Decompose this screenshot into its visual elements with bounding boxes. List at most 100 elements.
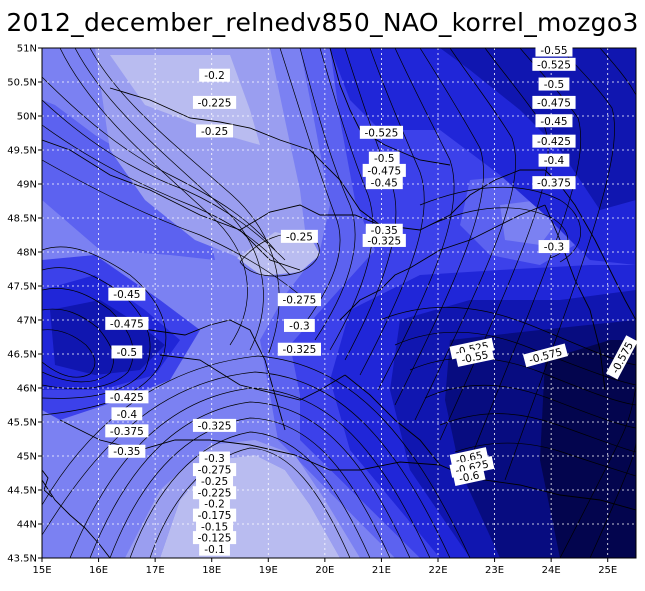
- contour-label-box: [359, 125, 404, 139]
- contour-label-text: -0.475: [537, 97, 571, 109]
- x-tick-label: 25E: [598, 565, 617, 576]
- contour-label-text: -0.25: [286, 231, 313, 243]
- contour-label: -0.475: [105, 316, 149, 330]
- contour-label-box: [277, 293, 321, 307]
- contour-label-box: [111, 345, 143, 359]
- y-tick-label: 45N: [17, 452, 37, 463]
- contour-label-box: [538, 240, 570, 254]
- contour-label-box: [365, 223, 403, 237]
- contour-line: [439, 48, 549, 441]
- contour-line: [89, 401, 411, 558]
- contour-label-text: -0.3: [289, 320, 310, 332]
- x-tick-label: 23E: [485, 565, 504, 576]
- border-slovak-hungary: [239, 204, 381, 231]
- contour-line: [42, 159, 301, 296]
- contour-label-text: -0.525: [537, 59, 571, 71]
- contour-label-text: -0.425: [537, 136, 571, 148]
- contour-label-box: [192, 531, 237, 545]
- contour-line: [42, 329, 96, 378]
- contour-line: [504, 48, 615, 481]
- contour-label-text: -0.325: [282, 344, 316, 356]
- contour-label: -0.15: [196, 520, 234, 534]
- contour-label-box: [105, 316, 149, 330]
- contour-label-box: [192, 508, 237, 522]
- contour-label-box: [284, 318, 315, 332]
- contour-label-box: [538, 77, 570, 91]
- contour-label: -0.45: [365, 176, 403, 190]
- x-tick-label: 15E: [32, 565, 51, 576]
- contour-label-box: [532, 176, 576, 190]
- contour-label: -0.175: [192, 508, 237, 522]
- contour-label-box: [532, 57, 576, 71]
- contour-label-text: -0.375: [110, 426, 144, 438]
- contour-line: [424, 384, 636, 429]
- river-danube-north: [119, 319, 286, 431]
- contour-label: -0.375: [105, 424, 149, 438]
- contour-line: [414, 48, 516, 421]
- contour-label-text: -0.45: [540, 116, 567, 128]
- contour-label: -0.1: [199, 542, 230, 556]
- contour-label: -0.5: [538, 77, 570, 91]
- coastline-adriatic: [42, 479, 111, 558]
- contour-label: -0.25: [280, 229, 318, 243]
- contour-label-text: -0.275: [282, 295, 316, 307]
- contour-label-box: [192, 418, 237, 432]
- contour-label: -0.2: [199, 497, 230, 511]
- border-hungary-serbia: [159, 354, 346, 401]
- contour-label-text: -0.475: [110, 318, 144, 330]
- contour-line: [42, 355, 471, 558]
- contour-label: -0.325: [277, 342, 321, 356]
- contour-label-text: -0.225: [198, 488, 232, 500]
- contour-label-text: -0.5: [544, 79, 565, 91]
- contour-label-text: -0.3: [544, 242, 565, 254]
- contour-line: [239, 233, 320, 277]
- border-serbia-romania: [344, 374, 441, 466]
- contour-label-text: -0.6: [458, 469, 481, 485]
- contour-label: -0.325: [192, 418, 237, 432]
- contour-label-text: -0.35: [113, 446, 140, 458]
- contour-label-box: [199, 542, 230, 556]
- contour-label-text: -0.15: [201, 522, 228, 534]
- x-tick-label: 19E: [259, 565, 278, 576]
- contour-label-text: -0.425: [110, 392, 144, 404]
- border-croatia-bosnia: [59, 419, 296, 456]
- contour-label: -0.45: [535, 114, 573, 128]
- contour-line: [129, 431, 371, 558]
- x-tick-label: 17E: [146, 565, 165, 576]
- contour-label: -0.425: [532, 134, 576, 148]
- contour-label: -0.45: [108, 287, 146, 301]
- contour-label-text: -0.1: [204, 544, 225, 556]
- y-tick-label: 47.5N: [7, 282, 37, 293]
- border-hungary-romania: [339, 204, 546, 321]
- contour-label: -0.3: [284, 318, 315, 332]
- contour-label-box: [532, 95, 576, 109]
- contour-label-text: -0.325: [367, 235, 401, 247]
- axis-ticks: 15E 16E 17E 18E 19E 20E 21E 22E 23E 24E 25E 51N 50.5…: [7, 44, 617, 577]
- contour-label-box: [199, 451, 230, 465]
- contour-label: -0.225: [192, 486, 237, 500]
- contour-label-text: -0.125: [198, 533, 232, 545]
- contour-label: -0.6: [452, 466, 486, 486]
- contour-label-box: [362, 233, 406, 247]
- contour-line: [439, 413, 636, 453]
- contour-line: [59, 48, 248, 346]
- contour-label-text: -0.325: [198, 420, 232, 432]
- contour-line: [559, 384, 636, 558]
- contour-line: [42, 76, 276, 251]
- contour-label-box: [532, 134, 576, 148]
- contour-label: -0.25: [196, 474, 234, 488]
- contour-label-box: [362, 163, 406, 177]
- contour-label-box: [108, 444, 146, 458]
- contour-label: -0.2: [199, 68, 230, 82]
- contour-label-box: [605, 335, 638, 380]
- contour-label-box: [105, 424, 149, 438]
- contour-label-text: -0.5: [374, 153, 395, 165]
- contour-label-text: -0.525: [364, 127, 398, 139]
- contour-label-text: -0.475: [367, 165, 401, 177]
- contour-label: -0.35: [108, 444, 146, 458]
- contour-label: -0.3: [538, 240, 570, 254]
- contour-label-box: [192, 486, 237, 500]
- contour-line: [454, 442, 636, 477]
- x-tick-label: 16E: [89, 565, 108, 576]
- contour-label-box: [192, 463, 237, 477]
